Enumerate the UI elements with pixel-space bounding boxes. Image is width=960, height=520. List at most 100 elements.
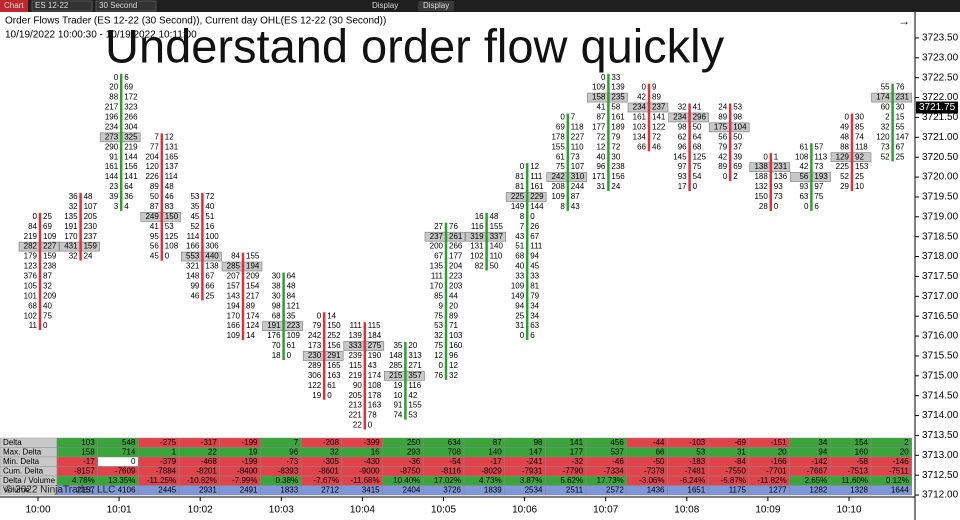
ask-volume: 204 <box>449 262 463 271</box>
bid-volume: 149 <box>511 202 525 211</box>
ask-volume: 79 <box>611 132 620 141</box>
stats-label: Delta / Volume <box>3 476 56 485</box>
stats-value: 2491 <box>240 485 258 494</box>
stats-value: 177 <box>570 447 584 456</box>
ask-volume: 51 <box>205 212 214 221</box>
ask-volume: 4 <box>124 202 129 211</box>
ask-volume: 174 <box>246 311 260 320</box>
bid-volume: 0 <box>601 73 606 82</box>
ask-volume: 87 <box>43 272 52 281</box>
ask-volume: 111 <box>530 242 543 251</box>
display-active[interactable] <box>418 1 454 11</box>
bid-volume: 98 <box>272 301 281 310</box>
ask-volume: 205 <box>84 212 98 221</box>
stats-value: -11.82% <box>757 476 786 485</box>
stats-cell <box>870 485 912 496</box>
bid-volume: 16 <box>475 212 484 221</box>
y-tick-label: 3721.50 <box>922 112 959 123</box>
ask-volume: 7 <box>571 113 576 122</box>
scroll-arrow[interactable]: → <box>898 14 910 28</box>
stats-value: -32 <box>572 457 584 466</box>
stats-value: 17.73% <box>597 476 624 485</box>
bid-volume: 2 <box>885 113 890 122</box>
stats-value: 2157 <box>77 485 95 494</box>
stats-value: 7 <box>294 438 299 447</box>
bid-volume: 285 <box>227 262 241 271</box>
bid-volume: 131 <box>470 242 484 251</box>
stats-value: -8029 <box>481 466 502 475</box>
ask-volume: 48 <box>84 192 93 201</box>
stats-value: 548 <box>122 438 136 447</box>
display-button[interactable]: Display <box>423 1 449 10</box>
bid-volume: 191 <box>267 321 281 330</box>
period-box[interactable] <box>95 0 157 12</box>
ask-volume: 67 <box>896 142 905 151</box>
chart-title: Order Flows Trader (ES 12-22 (30 Second)… <box>5 16 386 27</box>
stats-value: 634 <box>448 438 462 447</box>
ask-volume: 48 <box>287 281 296 290</box>
bid-volume: 132 <box>754 182 768 191</box>
bid-volume: 77 <box>150 142 159 151</box>
stats-value: 31 <box>737 447 746 456</box>
x-tick-label: 10:04 <box>350 505 375 516</box>
ask-volume: 306 <box>205 242 219 251</box>
bid-volume: 28 <box>759 202 768 211</box>
ask-volume: 261 <box>449 232 463 241</box>
stats-value: 2931 <box>199 485 217 494</box>
stats-value: -36 <box>409 457 421 466</box>
ask-volume: 32 <box>43 281 52 290</box>
y-tick-label: 3712.50 <box>922 470 959 481</box>
instrument-box[interactable] <box>31 0 93 12</box>
bid-volume: 234 <box>633 103 647 112</box>
stats-value: 250 <box>407 438 421 447</box>
ask-volume: 76 <box>896 83 905 92</box>
ask-volume: 231 <box>774 162 788 171</box>
menu-label[interactable]: Chart <box>4 1 24 10</box>
ask-volume: 178 <box>368 391 382 400</box>
stats-value: 20 <box>778 447 787 456</box>
stats-value: -208 <box>323 438 340 447</box>
bid-volume: 42 <box>799 162 808 171</box>
ask-volume: 266 <box>124 113 138 122</box>
stats-value: -11.68% <box>350 476 379 485</box>
bid-volume: 0 <box>763 152 768 161</box>
bid-volume: 0 <box>560 113 565 122</box>
ask-volume: 209 <box>43 291 57 300</box>
bid-volume: 52 <box>190 222 199 231</box>
ask-volume: 92 <box>855 152 864 161</box>
ask-volume: 25 <box>205 291 214 300</box>
stats-value: 293 <box>407 447 421 456</box>
y-tick-label: 3720.00 <box>922 172 959 183</box>
ask-volume: 46 <box>652 142 661 151</box>
ask-volume: 75 <box>693 162 702 171</box>
y-tick-label: 3719.00 <box>922 211 959 222</box>
bid-volume: 19 <box>312 391 321 400</box>
ask-volume: 10 <box>855 182 864 191</box>
ask-volume: 9 <box>652 83 657 92</box>
bid-volume: 431 <box>64 242 78 251</box>
bid-volume: 45 <box>190 212 199 221</box>
ask-volume: 6 <box>124 73 129 82</box>
ask-volume: 50 <box>733 132 742 141</box>
menu-button[interactable] <box>0 0 28 12</box>
stats-value: -17 <box>83 457 95 466</box>
stats-value: 66 <box>656 447 665 456</box>
bid-volume: 109 <box>511 281 525 290</box>
stats-value: 160 <box>855 447 869 456</box>
display-button[interactable]: Display <box>372 1 398 10</box>
bid-volume: 17 <box>678 182 687 191</box>
bid-volume: 68 <box>272 311 281 320</box>
bid-volume: 150 <box>754 192 768 201</box>
ask-volume: 6 <box>814 202 819 211</box>
bid-volume: 289 <box>308 361 322 370</box>
stats-value: 1175 <box>729 485 747 494</box>
ask-volume: 67 <box>530 232 539 241</box>
instrument[interactable]: ES 12-22 <box>35 1 69 10</box>
ask-volume: 0 <box>43 321 48 330</box>
bid-volume: 111 <box>350 321 363 330</box>
bid-volume: 73 <box>881 142 890 151</box>
period[interactable]: 30 Second <box>99 1 137 10</box>
stats-value: -7481 <box>685 466 706 475</box>
ask-volume: 144 <box>124 152 138 161</box>
ask-volume: 50 <box>490 262 499 271</box>
